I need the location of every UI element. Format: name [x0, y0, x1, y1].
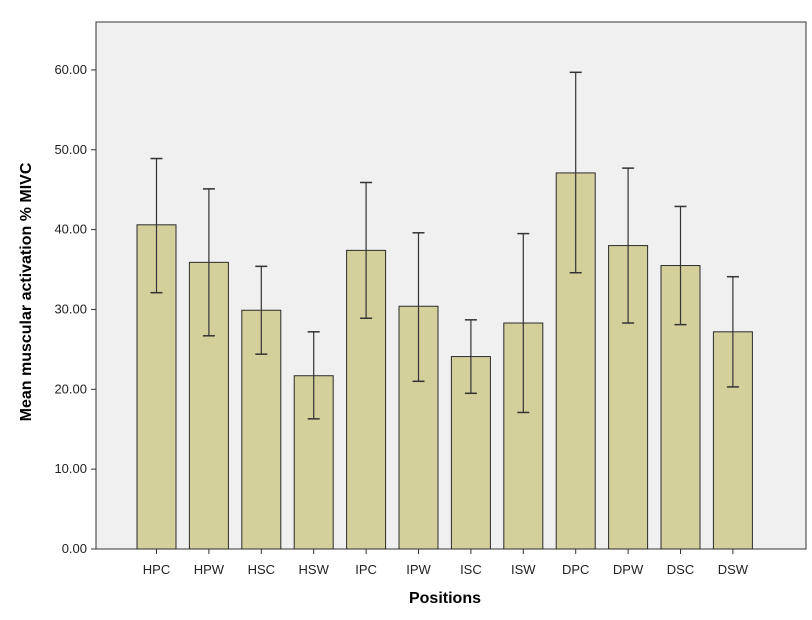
y-tick-label: 20.00: [54, 381, 87, 396]
x-tick-label: HPW: [194, 562, 225, 577]
x-axis: HPC HPW HSC HSW IPC IPW ISC ISW DPC DPW DSC DSW: [143, 549, 749, 577]
x-axis-title: Positions: [409, 590, 481, 607]
x-tick-label: IPC: [355, 562, 377, 577]
y-axis-title: Mean muscular activation % MIVC: [18, 162, 35, 421]
x-tick-label: ISW: [511, 562, 536, 577]
error-bar-isw: [517, 232, 530, 414]
error-bar-dsc: [674, 205, 687, 326]
x-tick-label: DPW: [613, 562, 644, 577]
y-tick-label: 40.00: [54, 222, 87, 237]
error-bar-dpc: [569, 71, 582, 274]
x-tick-label: IPW: [406, 562, 431, 577]
x-tick-label: HSW: [299, 562, 330, 577]
x-tick-label: DSC: [667, 562, 694, 577]
error-bar-dpw: [622, 167, 635, 324]
y-tick-label: 30.00: [54, 301, 87, 316]
error-bar-ipw: [412, 232, 425, 383]
y-tick-label: 60.00: [54, 62, 87, 77]
x-tick-label: DSW: [718, 562, 749, 577]
error-bars-layer: [150, 71, 739, 420]
x-tick-label: DPC: [562, 562, 589, 577]
y-tick-label: 10.00: [54, 461, 87, 476]
error-bar-dsw: [726, 275, 739, 388]
error-bar-hsw: [307, 331, 320, 420]
x-tick-label: ISC: [460, 562, 482, 577]
x-tick-label: HSC: [248, 562, 275, 577]
y-axis: 0.00 10.00 20.00 30.00 40.00 50.00 60.00: [54, 62, 96, 556]
y-tick-label: 0.00: [62, 541, 87, 556]
error-bar-hpc: [150, 157, 163, 294]
x-tick-label: HPC: [143, 562, 170, 577]
error-bar-isc: [464, 319, 477, 395]
y-tick-label: 50.00: [54, 142, 87, 157]
error-bar-ipc: [360, 181, 373, 319]
error-bar-hsc: [255, 265, 268, 355]
error-bar-hpw: [202, 188, 215, 337]
